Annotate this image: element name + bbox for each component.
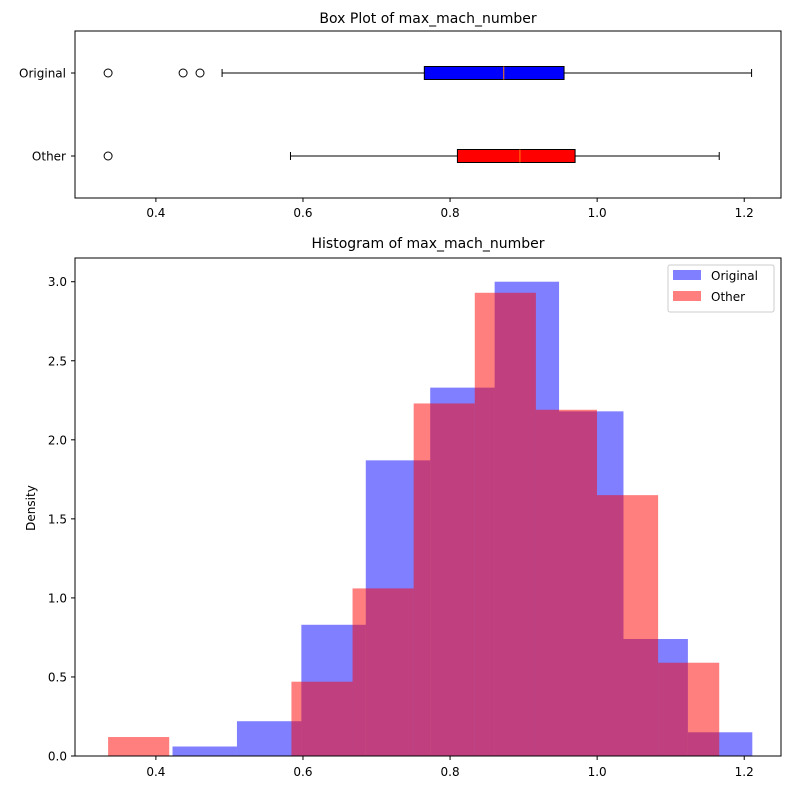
histogram-bar-other [596,495,659,756]
legend-label-original: Original [711,269,758,283]
histogram-panel: Histogram of max_mach_number Density 0.4… [24,236,782,779]
box-plot-title: Box Plot of max_mach_number [319,11,536,27]
box-plot-content: 0.4 0.6 0.8 1.0 1.2 Original Other [19,66,754,220]
histogram-y-tick-label: 1.5 [48,512,67,526]
histogram-bar-other [474,292,536,756]
box-x-tick-label: 1.2 [735,206,754,220]
histogram-content: 0.4 0.6 0.8 1.0 1.2 0.0 0.5 1.0 1.5 2.0 2.5 3.0 [48,275,754,779]
histogram-bar-original [172,746,237,756]
histogram-x-tick-label: 1.0 [588,765,607,779]
box-x-tick-label: 1.0 [588,206,607,220]
histogram-bar-other [108,737,170,756]
legend: Original Other [667,264,775,313]
histogram-bar-other [658,662,720,756]
box-x-tick-label: 0.6 [293,206,312,220]
box-outlier-original [103,68,113,78]
box-y-tick-label-original: Original [19,67,66,81]
legend-swatch-original [673,270,701,280]
histogram-y-tick-label: 0.0 [48,750,67,764]
legend-swatch-other [673,291,701,301]
histogram-x-tick-label: 0.8 [441,765,460,779]
box-x-tick-label: 0.8 [441,206,460,220]
histogram-y-tick-label: 2.5 [48,354,67,368]
box-outlier-other [103,151,113,161]
box-iqr-other [456,149,576,163]
histogram-frame [74,257,782,757]
box-outlier-original [195,68,205,78]
histogram-y-tick-label: 1.0 [48,591,67,605]
box-plot-frame [74,30,782,199]
box-outlier-original [178,68,188,78]
histogram-x-tick-label: 0.6 [293,765,312,779]
histogram-y-tick-label: 2.0 [48,433,67,447]
histogram-y-tick-label: 0.5 [48,670,67,684]
histogram-bar-other [291,681,353,756]
histogram-x-tick-label: 1.2 [735,765,754,779]
histogram-title: Histogram of max_mach_number [312,236,545,252]
box-y-tick-label-other: Other [32,150,66,164]
legend-label-other: Other [711,290,745,304]
histogram-x-tick-label: 0.4 [146,765,165,779]
histogram-y-axis-label: Density [24,485,38,531]
histogram-y-tick-label: 3.0 [48,275,67,289]
histogram-bar-original [236,721,302,756]
histogram-bar-other [352,588,414,756]
box-iqr-original [423,66,565,80]
histogram-bar-other [535,409,597,756]
box-x-tick-label: 0.4 [146,206,165,220]
histogram-bar-other [413,403,475,756]
box-plot-panel: Box Plot of max_mach_number 0.4 0.6 0.8 1.0… [19,11,782,220]
